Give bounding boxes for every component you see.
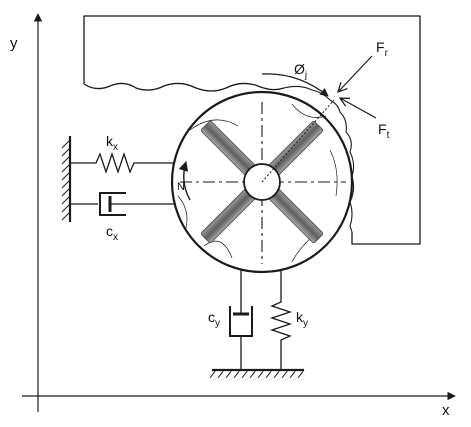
coordinate-axes: y x xyxy=(10,13,456,419)
y-ground-support xyxy=(209,368,305,379)
spring-ky: ky xyxy=(269,270,308,370)
damper-cy: cy xyxy=(208,270,253,370)
cx-label: cx xyxy=(106,223,118,243)
spring-kx: kx xyxy=(70,133,178,175)
fr-label: Fr xyxy=(376,39,389,59)
x-axis-label: x xyxy=(442,402,450,419)
damper-cx: cx xyxy=(70,192,176,243)
workpiece-outline xyxy=(83,15,421,245)
force-ft-arrow xyxy=(340,98,377,119)
ft-label: Ft xyxy=(378,121,390,141)
cutting-forces: Fr Ft xyxy=(338,39,390,141)
angle-phi-j: Øj xyxy=(261,61,329,97)
ky-label: ky xyxy=(296,309,308,329)
phi-label: Øj xyxy=(294,61,307,81)
rotation-label: N xyxy=(177,181,185,193)
workpiece xyxy=(83,15,421,245)
x-wall-support xyxy=(61,136,72,222)
force-fr-arrow xyxy=(338,55,373,92)
cy-label: cy xyxy=(208,309,220,329)
rotation-arrow xyxy=(178,161,191,201)
kx-label: kx xyxy=(106,133,118,153)
machined-surface xyxy=(283,85,355,233)
y-axis-label: y xyxy=(10,35,18,52)
